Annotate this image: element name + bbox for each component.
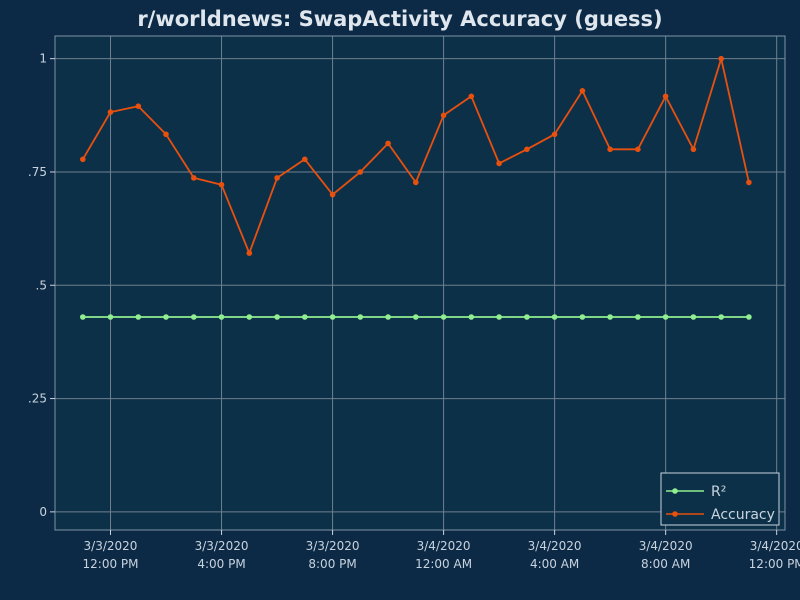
grid <box>55 36 785 530</box>
data-point-accuracy <box>440 112 447 119</box>
data-point-r2 <box>80 314 86 320</box>
x-tick-label-date: 3/4/2020 <box>417 539 471 553</box>
x-tick-label-date: 3/4/2020 <box>639 539 693 553</box>
data-point-r2 <box>718 314 724 320</box>
data-point-accuracy <box>302 156 308 163</box>
data-point-r2 <box>746 314 752 320</box>
y-tick-label: .25 <box>28 392 47 406</box>
data-point-r2 <box>607 314 613 320</box>
legend-swatch-marker <box>672 488 678 494</box>
data-point-accuracy <box>746 179 752 186</box>
legend: R² Accuracy <box>660 472 780 526</box>
data-point-accuracy <box>413 179 419 186</box>
legend-label-accuracy: Accuracy <box>711 507 775 523</box>
y-tick-label: .5 <box>36 278 47 292</box>
data-point-accuracy <box>662 93 669 100</box>
data-point-r2 <box>385 314 391 320</box>
data-point-accuracy <box>579 88 586 94</box>
data-point-accuracy <box>135 103 142 109</box>
x-tick-label-time: 8:00 AM <box>641 557 690 571</box>
y-axis: 0 .25 .5 .75 1 <box>28 52 55 519</box>
data-point-accuracy <box>690 146 697 153</box>
x-tick-label-date: 3/3/2020 <box>306 539 360 553</box>
legend-item-accuracy: Accuracy <box>666 507 775 523</box>
data-point-accuracy <box>329 191 336 198</box>
data-point-accuracy <box>80 156 86 163</box>
data-point-accuracy <box>718 55 724 62</box>
x-tick-label-time: 4:00 AM <box>530 557 579 571</box>
chart-title: r/worldnews: SwapActivity Accuracy (gues… <box>137 7 662 31</box>
data-point-r2 <box>662 314 669 320</box>
legend-box <box>660 472 780 526</box>
data-point-r2 <box>551 314 558 320</box>
data-point-r2 <box>163 314 169 320</box>
data-point-r2 <box>440 314 447 320</box>
data-point-r2 <box>524 314 530 320</box>
x-axis: 3/3/2020 12:00 PM 3/3/2020 4:00 PM 3/3/2020 8… <box>83 530 800 571</box>
data-point-accuracy <box>191 175 197 181</box>
data-point-accuracy <box>551 131 558 138</box>
data-point-accuracy <box>524 146 530 153</box>
data-point-r2 <box>635 314 641 320</box>
legend-item-r2: R² <box>666 484 726 500</box>
data-point-accuracy <box>468 93 475 100</box>
legend-label-r2: R² <box>711 484 726 500</box>
data-point-r2 <box>302 314 308 320</box>
data-point-accuracy <box>607 146 613 153</box>
data-point-r2 <box>135 314 142 320</box>
y-tick-label: .75 <box>28 165 47 179</box>
data-point-r2 <box>329 314 336 320</box>
x-tick-label-time: 8:00 PM <box>308 557 356 571</box>
data-point-r2 <box>468 314 475 320</box>
data-point-r2 <box>107 314 114 320</box>
series-layer <box>80 55 752 320</box>
x-tick-label-date: 3/3/2020 <box>84 539 138 553</box>
data-point-r2 <box>579 314 586 320</box>
x-tick-label-time: 12:00 AM <box>415 557 472 571</box>
y-tick-label: 1 <box>39 52 47 66</box>
data-point-accuracy <box>163 131 169 138</box>
data-point-accuracy <box>246 250 253 256</box>
x-tick-label-date: 3/4/2020 <box>750 539 800 553</box>
data-point-r2 <box>690 314 697 320</box>
data-point-r2 <box>218 314 225 320</box>
data-point-r2 <box>413 314 419 320</box>
data-point-accuracy <box>385 140 391 147</box>
legend-swatch-marker <box>672 511 678 517</box>
data-point-r2 <box>274 314 280 320</box>
plot-area <box>55 36 785 530</box>
data-point-accuracy <box>218 181 225 188</box>
data-point-r2 <box>246 314 253 320</box>
data-point-accuracy <box>635 146 641 153</box>
plot-frame <box>54 35 786 531</box>
data-point-r2 <box>496 314 502 320</box>
x-tick-label-date: 3/3/2020 <box>195 539 249 553</box>
y-tick-label: 0 <box>39 505 47 519</box>
data-point-accuracy <box>107 109 114 115</box>
data-point-r2 <box>191 314 197 320</box>
x-tick-label-time: 4:00 PM <box>197 557 245 571</box>
x-tick-label-date: 3/4/2020 <box>528 539 582 553</box>
data-point-accuracy <box>274 175 280 181</box>
x-tick-label-time: 12:00 PM <box>749 557 800 571</box>
data-point-accuracy <box>357 169 364 175</box>
data-point-r2 <box>357 314 364 320</box>
x-tick-label-time: 12:00 PM <box>83 557 139 571</box>
data-point-accuracy <box>496 160 502 167</box>
